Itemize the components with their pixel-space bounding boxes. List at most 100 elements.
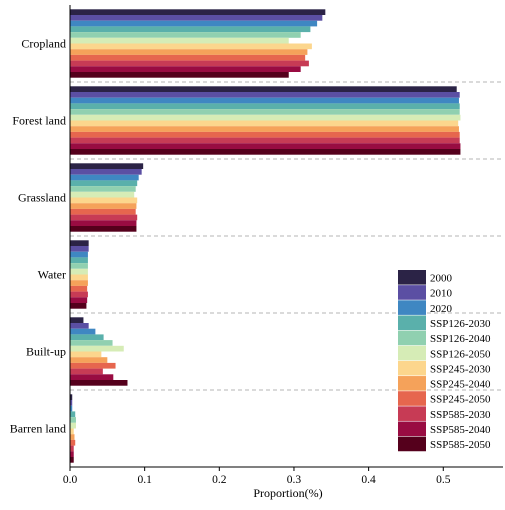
bar (70, 197, 138, 204)
legend-swatch (398, 315, 426, 331)
bar (70, 368, 103, 375)
x-tick-label: 0.4 (361, 474, 376, 486)
x-tick-label: 0.5 (436, 474, 451, 486)
bar (70, 120, 459, 127)
bar (70, 143, 461, 149)
bar (70, 246, 89, 252)
bar (70, 263, 88, 269)
bar (70, 208, 136, 215)
bar (70, 49, 308, 55)
bar (70, 405, 73, 412)
x-tick-label: 0.1 (137, 474, 152, 486)
category-label: Water (38, 268, 66, 282)
category-label: Built-up (26, 345, 66, 359)
bar (70, 374, 114, 380)
bar (70, 137, 460, 144)
bar (70, 203, 137, 209)
bar (70, 186, 136, 192)
bar (70, 411, 76, 418)
bar (70, 103, 460, 110)
bar (70, 323, 89, 329)
legend-label: SSP585-2030 (430, 409, 491, 421)
bar (70, 345, 124, 352)
bar (70, 422, 76, 429)
legend-swatch (398, 376, 426, 391)
bar (70, 394, 73, 400)
bar (70, 149, 461, 155)
bar (70, 32, 301, 38)
bars-group (70, 9, 461, 463)
category-separators (70, 81, 503, 391)
legend-swatch (398, 285, 426, 300)
bar (70, 451, 74, 457)
legend-label: SSP585-2050 (430, 439, 491, 451)
bar (70, 20, 318, 27)
bar (70, 251, 88, 258)
category-label: Grassland (18, 191, 66, 205)
bar (70, 268, 88, 275)
bar (70, 340, 113, 346)
x-tick-label: 0.2 (212, 474, 227, 486)
legend: 2000 2010 2020 SSP126-2030 SSP126-2040 SSP126… (398, 270, 491, 452)
bar (70, 54, 306, 61)
category-labels: Cropland Forest land Grassland Water Built-u… (10, 37, 66, 436)
bar (70, 174, 139, 181)
legend-label: SSP245-2050 (430, 394, 491, 406)
bar (70, 257, 88, 264)
bar (70, 86, 457, 92)
category-label: Forest land (12, 114, 66, 128)
bar (70, 9, 326, 15)
bar (70, 291, 88, 298)
axes (69, 5, 503, 468)
bar (70, 72, 289, 78)
bar (70, 434, 75, 440)
legend-label: 2020 (430, 303, 453, 315)
bar (70, 317, 84, 323)
bar (70, 37, 289, 44)
legend-swatch (398, 330, 426, 346)
bar (70, 439, 76, 446)
legend-label: SSP585-2040 (430, 424, 491, 436)
legend-swatch (398, 345, 426, 361)
category-label: Barren land (10, 422, 66, 436)
bar (70, 169, 142, 175)
bar (70, 191, 135, 198)
bar (70, 92, 460, 98)
x-ticks: 0.0 0.1 0.2 0.3 0.4 0.5 (63, 467, 451, 486)
bar (70, 428, 74, 435)
legend-swatch (398, 421, 426, 437)
x-tick-label: 0.3 (287, 474, 302, 486)
legend-label: SSP245-2040 (430, 379, 491, 391)
bar (70, 15, 323, 21)
bar (70, 180, 138, 187)
bar (70, 417, 76, 423)
bar (70, 240, 89, 246)
bar (70, 43, 312, 50)
bar (70, 114, 461, 121)
bar (70, 280, 88, 286)
legend-swatch (398, 270, 426, 285)
bar (70, 66, 301, 72)
bar (70, 328, 96, 335)
legend-label: SSP126-2050 (430, 348, 491, 360)
bar (70, 362, 116, 369)
bar (70, 126, 459, 132)
x-axis-label: Proportion(%) (253, 486, 322, 500)
bar (70, 334, 104, 341)
legend-swatch (398, 391, 426, 406)
bar (70, 163, 144, 169)
legend-swatch (398, 300, 426, 315)
bar (70, 445, 74, 452)
legend-label: 2010 (430, 288, 453, 300)
legend-swatch (398, 436, 426, 452)
bar (70, 303, 87, 309)
bar (70, 400, 73, 406)
bar (70, 380, 128, 386)
legend-label: SSP126-2030 (430, 318, 491, 330)
legend-label: SSP245-2030 (430, 363, 491, 375)
bar (70, 214, 138, 221)
bar (70, 357, 108, 363)
bar (70, 60, 309, 67)
